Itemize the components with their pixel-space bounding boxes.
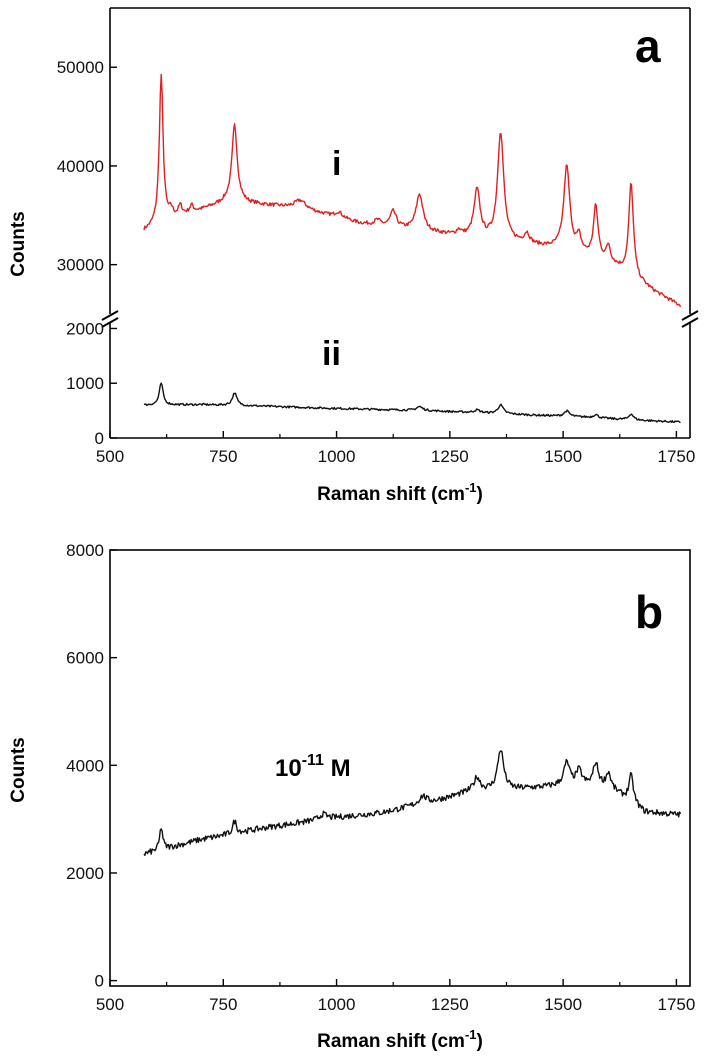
panel-a-label: a (635, 20, 661, 72)
y-tick-label: 6000 (66, 649, 104, 668)
concentration-label: 10-11 M (275, 752, 351, 782)
trace-ii-label: ii (322, 335, 341, 373)
x-tick-label: 1500 (544, 995, 582, 1014)
panel-b-x-ticks: 500 750 1000 1250 1500 1750 (96, 979, 695, 1014)
x-tick-label: 1250 (431, 995, 469, 1014)
x-tick-label: 500 (96, 995, 124, 1014)
y-tick-label: 4000 (66, 756, 104, 775)
panel-b-x-axis-sup: -1 (465, 1027, 477, 1042)
x-tick-label: 1750 (657, 447, 695, 466)
y-tick-label: 0 (95, 429, 104, 448)
panel-a-upper-y-ticks: 30000 40000 50000 (57, 58, 117, 275)
series-b-line (143, 750, 682, 856)
series-i-line (143, 73, 682, 308)
y-tick-label: 8000 (66, 541, 104, 560)
x-tick-label: 1750 (657, 995, 695, 1014)
y-tick-label: 0 (95, 972, 104, 991)
panel-a-lower-y-ticks: 0 1000 2000 (66, 319, 117, 448)
y-tick-label: 1000 (66, 374, 104, 393)
x-tick-label: 1500 (544, 447, 582, 466)
x-tick-label: 1250 (431, 447, 469, 466)
y-tick-label: 40000 (57, 157, 104, 176)
x-tick-label: 750 (209, 995, 237, 1014)
trace-i-label: i (332, 145, 341, 183)
panel-a: 30000 40000 50000 0 1000 2000 500 750 1000 1250… (8, 7, 699, 505)
panel-b: 0 2000 4000 6000 8000 500 750 1000 1250 1500 1750… (8, 541, 695, 1052)
panel-b-frame (109, 549, 691, 987)
x-tick-label: 1000 (318, 447, 356, 466)
panel-a-x-axis-title: Raman shift (cm-1) (317, 480, 483, 505)
panel-a-x-ticks: 500 750 1000 1250 1500 1750 (96, 431, 695, 466)
panel-a-x-axis-sup: -1 (465, 480, 477, 495)
panel-b-y-axis-title: Counts (8, 737, 29, 802)
y-tick-label: 50000 (57, 58, 104, 77)
x-tick-label: 750 (209, 447, 237, 466)
series-ii-line (143, 382, 681, 424)
y-tick-label: 2000 (66, 319, 104, 338)
axis-break-marks (101, 310, 699, 328)
y-tick-label: 30000 (57, 256, 104, 275)
y-tick-label: 2000 (66, 864, 104, 883)
x-tick-label: 1000 (318, 995, 356, 1014)
panel-a-y-axis-title: Counts (8, 211, 29, 276)
panel-b-x-axis-title: Raman shift (cm-1) (317, 1027, 483, 1052)
x-tick-label: 500 (96, 447, 124, 466)
panel-b-y-ticks: 0 2000 4000 6000 8000 (66, 541, 117, 991)
panel-a-frame (101, 7, 699, 439)
panel-b-label: b (635, 586, 663, 638)
